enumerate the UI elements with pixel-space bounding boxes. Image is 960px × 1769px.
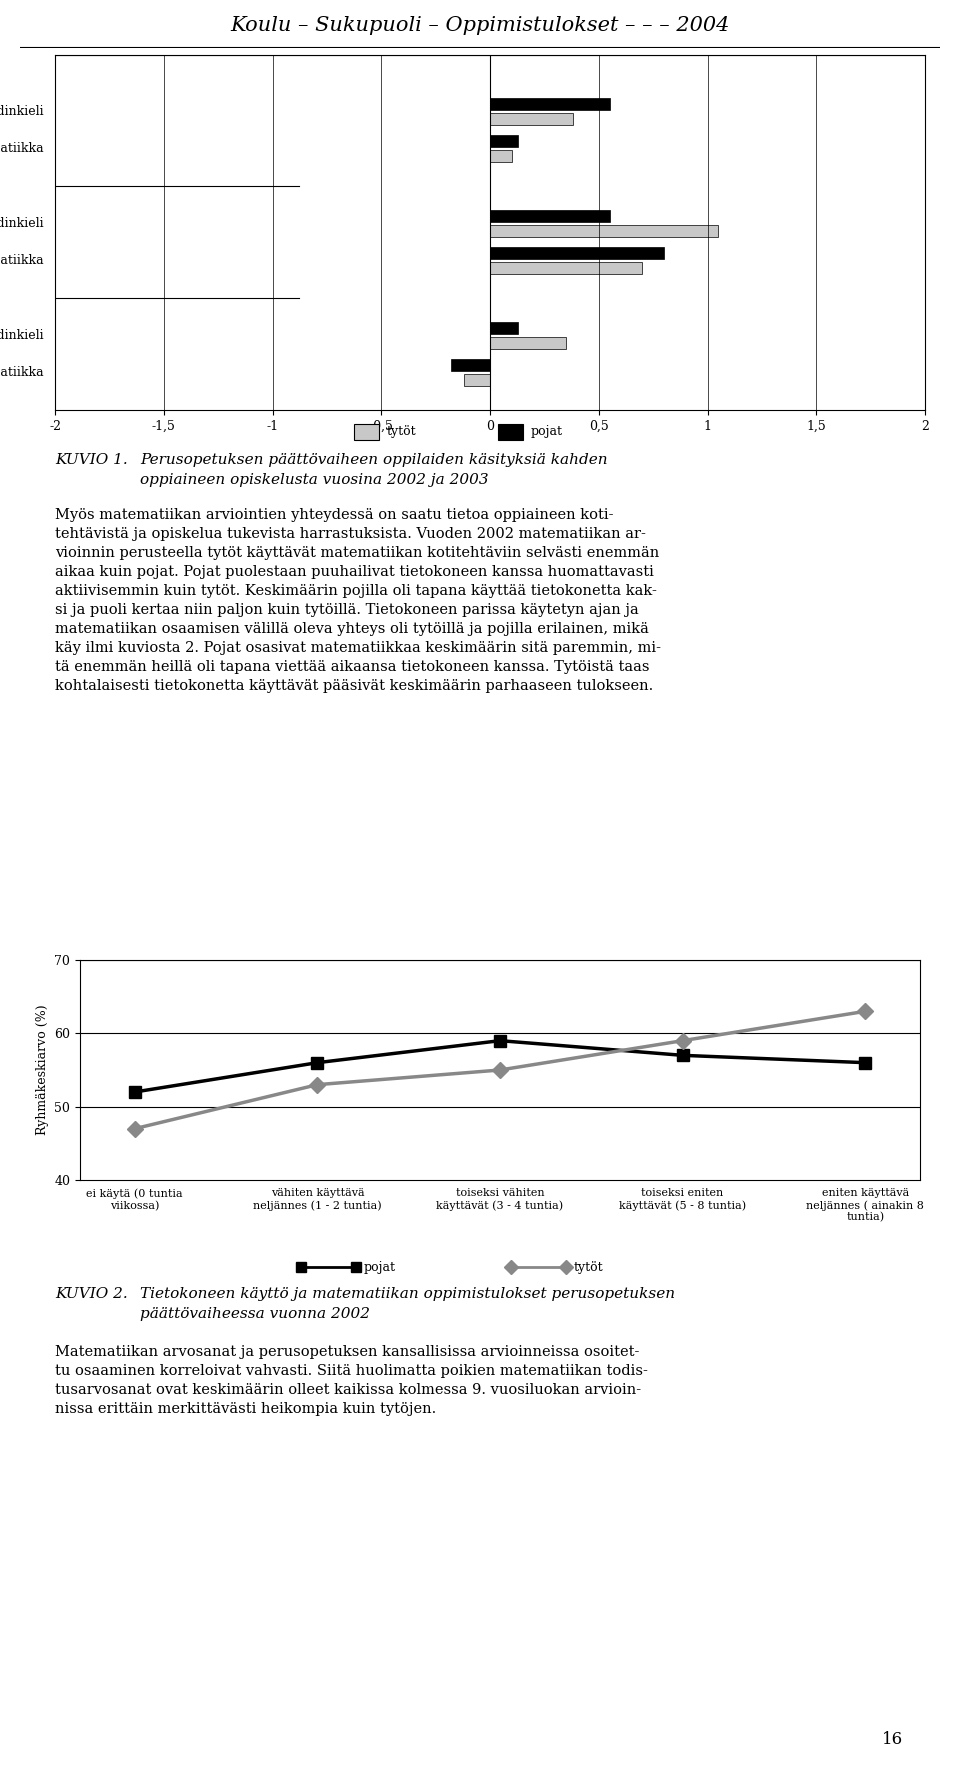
Y-axis label: Ryhmäkeskiarvo (%): Ryhmäkeskiarvo (%) [36,1005,49,1136]
Text: eniten käyttävä
neljännes ( ainakin 8
tuntia): eniten käyttävä neljännes ( ainakin 8 tu… [806,1189,924,1222]
Text: oppiaineen opiskelusta vuosina 2002 ja 2003: oppiaineen opiskelusta vuosina 2002 ja 2… [140,472,489,486]
Bar [451,359,490,371]
Bar [490,262,642,274]
Bar [498,423,523,440]
Bar [354,423,379,440]
Text: Koulu – Sukupuoli – Oppimistulokset – – – 2004: Koulu – Sukupuoli – Oppimistulokset – – … [230,16,730,35]
Bar [490,113,573,124]
Bar [490,211,610,221]
Bar [490,322,518,334]
Text: Matematiikan arvosanat ja perusopetuksen kansallisissa arvioinneissa osoitet-
tu: Matematiikan arvosanat ja perusopetuksen… [55,1344,648,1415]
Text: matematiikka: matematiikka [0,366,44,379]
Bar [490,336,566,348]
Text: äidinkieli: äidinkieli [0,329,44,341]
Text: pojat: pojat [364,1261,396,1274]
Text: tytöt: tytöt [574,1261,604,1274]
Text: tytöt: tytöt [386,426,416,439]
Bar [464,373,490,386]
Bar [490,134,518,147]
Bar [490,225,718,237]
Bar [490,248,664,258]
Text: KUVIO 2.: KUVIO 2. [55,1288,128,1300]
Bar [490,97,610,110]
Text: vähiten käyttävä
neljännes (1 - 2 tuntia): vähiten käyttävä neljännes (1 - 2 tuntia… [253,1189,382,1210]
Text: Tietokoneen käyttö ja matematiikan oppimistulokset perusopetuksen: Tietokoneen käyttö ja matematiikan oppim… [140,1288,675,1300]
Text: KUVIO 1.: KUVIO 1. [55,453,128,467]
Text: Perusopetuksen päättövaiheen oppilaiden käsityksiä kahden: Perusopetuksen päättövaiheen oppilaiden … [140,453,608,467]
Text: pojat: pojat [530,426,563,439]
Text: matematiikka: matematiikka [0,255,44,267]
Text: päättövaiheessa vuonna 2002: päättövaiheessa vuonna 2002 [140,1307,370,1321]
Text: äidinkieli: äidinkieli [0,216,44,230]
Text: ei käytä (0 tuntia
viikossa): ei käytä (0 tuntia viikossa) [86,1189,183,1210]
Text: toiseksi eniten
käyttävät (5 - 8 tuntia): toiseksi eniten käyttävät (5 - 8 tuntia) [619,1189,746,1210]
Text: äidinkieli: äidinkieli [0,104,44,117]
Text: Myös matematiikan arviointien yhteydessä on saatu tietoa oppiaineen koti-
tehtäv: Myös matematiikan arviointien yhteydessä… [55,508,661,692]
Text: 16: 16 [882,1730,903,1748]
Text: toiseksi vähiten
käyttävät (3 - 4 tuntia): toiseksi vähiten käyttävät (3 - 4 tuntia… [437,1189,564,1210]
Bar [490,150,512,163]
Text: matematiikka: matematiikka [0,142,44,156]
